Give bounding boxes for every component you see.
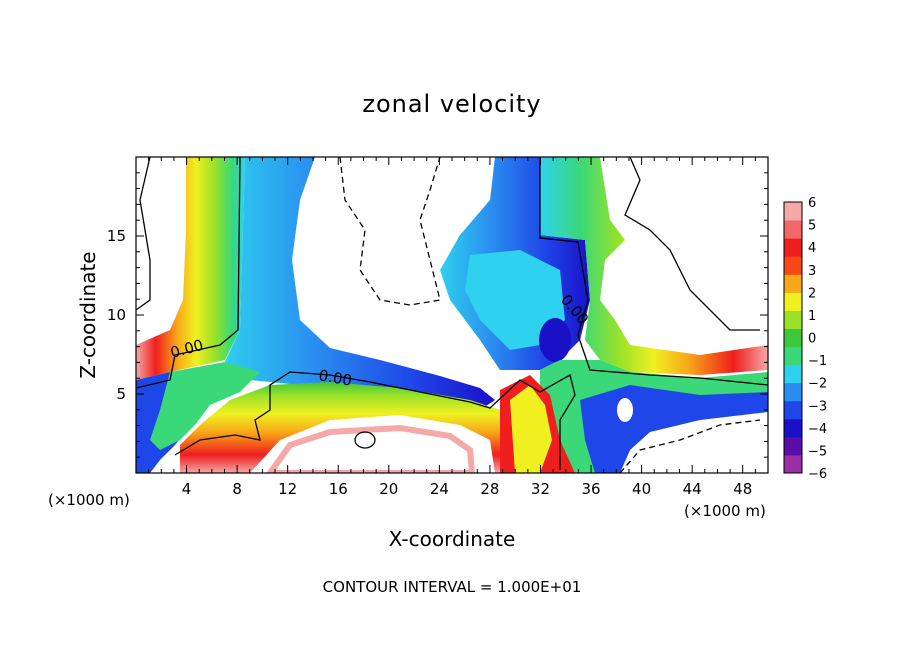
lower-center-yellow	[510, 385, 552, 473]
center-cyan-core	[465, 250, 565, 350]
x-tick-label: 28	[480, 480, 499, 498]
dashed-contour-lowerright	[619, 419, 761, 473]
x-tick-label: 12	[278, 480, 297, 498]
colorbar-tick-label: 2	[808, 286, 816, 301]
colorbar-swatch	[784, 256, 802, 275]
y-tick-label: 5	[116, 385, 126, 403]
colorbar-tick-label: 3	[808, 264, 816, 279]
x-tick-label: 48	[733, 480, 752, 498]
colorbar-swatch	[784, 382, 802, 402]
colorbar-tick-label: 0	[808, 332, 816, 347]
y-tick-label: 15	[107, 227, 126, 245]
y-axis-label: Z-coordinate	[76, 251, 100, 378]
zero-contour-left	[136, 157, 241, 389]
contour-interval-note: CONTOUR INTERVAL = 1.000E+01	[323, 578, 582, 596]
colorbar-tick-label: −4	[808, 422, 827, 437]
colorbar-tick-label: 1	[808, 309, 816, 324]
colorbar-swatch	[784, 220, 802, 239]
x-unit-right: (×1000 m)	[684, 502, 766, 520]
small-contour-loop	[354, 431, 376, 449]
colorbar-swatch	[784, 328, 802, 348]
colorbar-swatch	[784, 238, 802, 257]
colorbar-tick-label: 5	[808, 219, 816, 234]
x-tick-label: 20	[379, 480, 398, 498]
colorbar-swatch	[784, 274, 802, 293]
contour-lines	[136, 157, 768, 473]
x-tick-label: 44	[683, 480, 702, 498]
colorbar-swatch	[784, 436, 802, 456]
x-tick-label: 40	[632, 480, 651, 498]
colorbar-swatch	[784, 346, 802, 366]
colorbar-tick-label: 4	[808, 241, 816, 256]
lower-left-green	[150, 362, 260, 450]
right-warm-column	[540, 157, 768, 375]
x-tick-label: 16	[329, 480, 348, 498]
left-warm-column	[136, 157, 245, 380]
y-axis-ticks: 5 10 15	[107, 172, 768, 458]
colorbar-tick-label: −5	[808, 444, 827, 459]
zero-contour-lower	[174, 371, 576, 470]
x-tick-label: 4	[182, 480, 192, 498]
colorbar-swatch	[784, 292, 802, 311]
colorbar-tick-label: 6	[808, 196, 816, 211]
colorbar-tick-label: −6	[808, 467, 827, 482]
x-axis-ticks: 4 8 12 16 20 24 28 32 36 40 44 48	[135, 157, 769, 498]
heatmap-field	[136, 157, 768, 473]
colorbar-swatch	[784, 364, 802, 384]
x-tick-label: 36	[581, 480, 600, 498]
x-axis-label: X-coordinate	[389, 527, 516, 551]
y-tick-label: 10	[107, 306, 126, 324]
x-unit-left: (×1000 m)	[48, 491, 130, 509]
contour-label-2: 0.00	[317, 366, 353, 390]
small-white-blob	[617, 398, 633, 422]
zero-contour-center	[539, 157, 768, 386]
left-blue-column	[220, 157, 495, 410]
colorbar: 6 5 4 3 2 1 0 −1 −2 −3 −4 −5 −6	[783, 196, 827, 482]
colorbar-swatch	[784, 310, 802, 329]
colorbar-frame	[783, 201, 803, 474]
colorbar-tick-label: −2	[808, 377, 827, 392]
colorbar-tick-label: −3	[808, 399, 827, 414]
x-tick-label: 8	[232, 480, 242, 498]
thin-contour-right	[624, 157, 760, 331]
thin-contour-topleft	[136, 157, 151, 311]
lower-pink-patch	[266, 424, 476, 473]
colorbar-swatch	[784, 202, 802, 221]
colorbar-tick-label: −1	[808, 354, 827, 369]
colorbar-swatch	[784, 454, 802, 474]
colorbar-swatch	[784, 418, 802, 438]
x-tick-label: 24	[430, 480, 449, 498]
x-tick-label: 32	[531, 480, 550, 498]
chart-title: zonal velocity	[362, 90, 541, 118]
colorbar-swatch	[784, 400, 802, 420]
center-dark-core	[539, 318, 571, 362]
